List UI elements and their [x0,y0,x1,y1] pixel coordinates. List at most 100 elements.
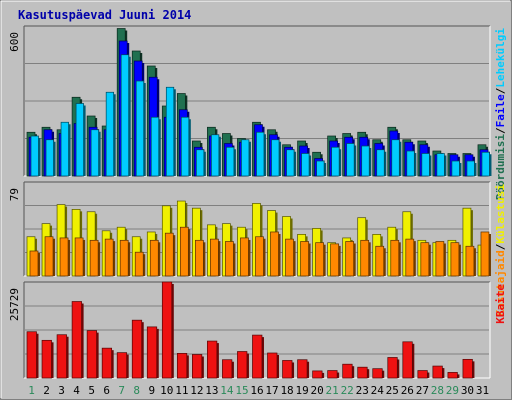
bar-lehekülgi [286,149,297,177]
bar-kbaite [267,352,280,379]
day-group [447,239,461,277]
bar-kasutajaid [179,226,191,277]
day-group [131,50,146,177]
day-group [26,331,39,379]
day-group [447,372,460,379]
day-label: 10 [160,384,173,397]
day-group [146,326,159,379]
bar-lehekülgi [120,54,131,177]
bar-kasutajaid [149,239,161,277]
day-label: 26 [401,384,414,397]
bar-kasutajaid [435,241,446,277]
bar-kbaite [86,330,99,379]
bar-kasutajaid [300,241,311,277]
bar-kasutajaid [405,238,416,277]
day-group [477,231,491,277]
day-label: 28 [431,384,444,397]
day-label: 30 [461,384,474,397]
day-group [357,366,370,379]
day-group [267,352,280,379]
day-label: 8 [133,384,140,397]
bar-kasutajaid [240,237,251,277]
day-group [327,242,341,277]
day-group [222,133,236,177]
bar-lehekülgi [346,143,357,177]
bar-kasutajaid [375,245,386,277]
bar-lehekülgi [331,146,342,177]
bar-kasutajaid [465,245,476,277]
bar-lehekülgi [135,80,146,177]
day-group [432,241,446,277]
day-group [402,341,415,379]
bar-lehekülgi [391,139,402,177]
y-max-label: 600 [8,32,21,52]
bar-kasutajaid [345,241,356,277]
day-group [41,339,54,379]
day-group [237,138,251,177]
bar-lehekülgi [376,149,387,177]
day-group [447,153,462,177]
day-label: 15 [235,384,248,397]
legend: KBaite [494,284,507,324]
bar-kbaite [131,319,144,379]
bar-kasutajaid [59,237,71,277]
day-group [41,223,56,277]
day-label: 12 [190,384,203,397]
bar-kasutajaid [360,239,371,277]
chart-panels: 600Pöördumisi/Faile/Lehekülgi79Kasutajai… [8,25,507,379]
day-label: 14 [220,384,234,397]
bar-kasutajaid [119,239,131,277]
bar-kbaite [176,353,189,379]
day-label: 6 [103,384,110,397]
bar-lehekülgi [436,153,447,177]
bar-kasutajaid [134,251,146,277]
y-max-label: 25729 [8,288,21,321]
bar-kbaite [252,334,264,379]
bar-kbaite [101,347,114,379]
day-group [297,234,311,277]
day-label: 19 [295,384,308,397]
day-group [116,352,129,379]
day-group [432,365,445,379]
day-group [26,236,40,277]
bar-kasutajaid [164,232,176,277]
day-group [116,226,131,277]
day-label: 1 [28,384,35,397]
day-label: 22 [341,384,354,397]
day-label: 20 [311,384,324,397]
day-group [267,129,282,177]
day-group [192,354,204,379]
legend-item: Pöördumisi [494,134,507,201]
bars [26,200,491,277]
day-label: 25 [386,384,399,397]
day-group [297,359,310,379]
day-label: 5 [88,384,95,397]
day-group [252,334,264,379]
legend-separator: / [494,87,507,94]
bar-kbaite [372,368,385,379]
day-group [237,226,251,277]
day-group [56,204,71,277]
day-group [192,140,206,177]
day-group [477,144,492,177]
day-group [312,151,327,177]
day-group [131,236,146,277]
bar-kbaite [222,359,234,379]
bar-lehekülgi [45,139,56,177]
day-label: 13 [205,384,218,397]
day-label: 16 [250,384,263,397]
day-group [387,226,401,277]
bar-lehekülgi [60,121,71,177]
bar-lehekülgi [75,103,86,177]
bars [26,281,475,379]
day-group [161,205,176,277]
day-group [146,65,161,177]
day-label: 4 [73,384,80,397]
y-max-label: 79 [8,188,21,201]
legend: Pöördumisi/Faile/Lehekülgi [494,28,507,201]
day-group [282,216,296,277]
day-group [342,363,355,379]
bar-kbaite [357,366,370,379]
